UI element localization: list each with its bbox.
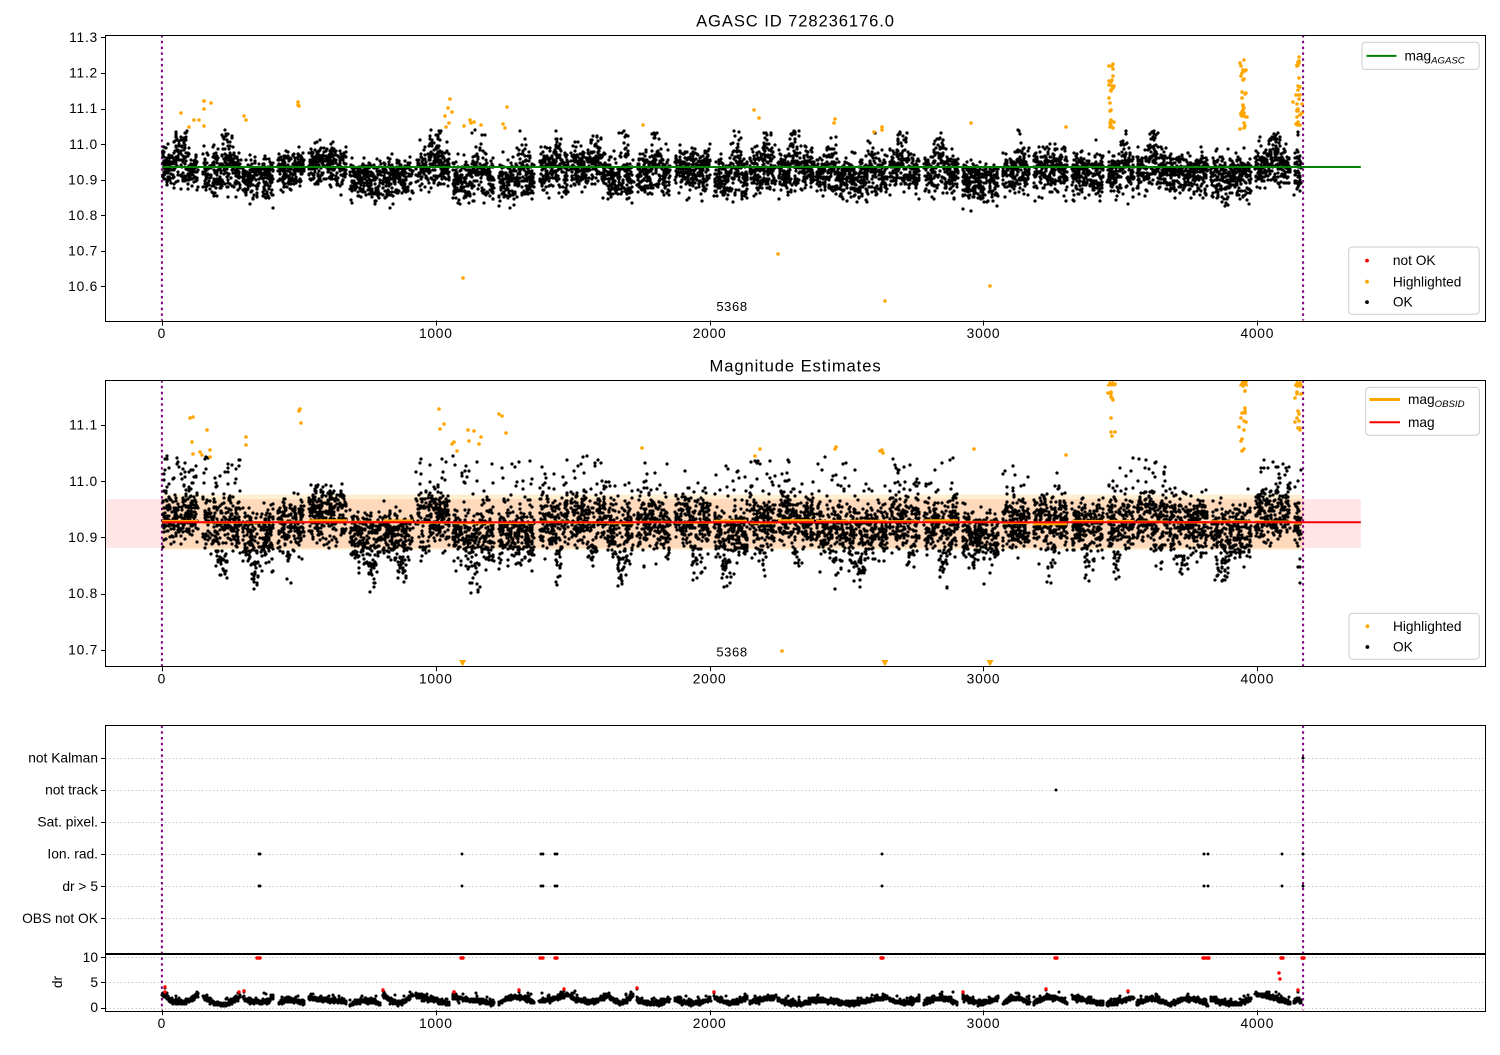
svg-text:11.2: 11.2 — [69, 66, 98, 81]
svg-text:Highlighted: Highlighted — [1393, 619, 1461, 634]
svg-text:10.9: 10.9 — [68, 530, 98, 545]
svg-text:0: 0 — [158, 672, 166, 687]
svg-text:mag: mag — [1408, 415, 1435, 430]
svg-text:Magnitude Estimates: Magnitude Estimates — [709, 357, 881, 376]
svg-text:1000: 1000 — [419, 326, 453, 341]
svg-text:10.8: 10.8 — [68, 586, 98, 601]
svg-text:4000: 4000 — [1240, 1016, 1274, 1031]
svg-text:3000: 3000 — [967, 326, 1001, 341]
svg-text:5368: 5368 — [716, 645, 747, 660]
svg-text:not OK: not OK — [1393, 253, 1436, 268]
svg-text:0: 0 — [158, 1016, 166, 1031]
svg-text:0: 0 — [90, 1000, 98, 1015]
svg-text:3000: 3000 — [967, 672, 1001, 687]
svg-text:11.1: 11.1 — [69, 418, 98, 433]
svg-text:not Kalman: not Kalman — [28, 751, 98, 766]
svg-text:2000: 2000 — [693, 672, 727, 687]
svg-text:1000: 1000 — [419, 672, 453, 687]
svg-text:4000: 4000 — [1240, 326, 1274, 341]
svg-text:dr: dr — [50, 975, 65, 988]
svg-text:AGASC ID 728236176.0: AGASC ID 728236176.0 — [696, 12, 895, 31]
svg-text:10.7: 10.7 — [68, 243, 98, 258]
svg-text:dr > 5: dr > 5 — [62, 879, 98, 894]
svg-text:not track: not track — [45, 783, 98, 798]
svg-text:2000: 2000 — [693, 1016, 727, 1031]
svg-text:OBS not OK: OBS not OK — [22, 911, 99, 926]
svg-text:OK: OK — [1393, 640, 1413, 655]
svg-text:10.6: 10.6 — [68, 279, 98, 294]
svg-text:Highlighted: Highlighted — [1393, 274, 1461, 289]
svg-text:5368: 5368 — [716, 299, 747, 314]
svg-text:10.8: 10.8 — [68, 208, 98, 223]
svg-text:10: 10 — [83, 950, 99, 965]
svg-text:Sat. pixel.: Sat. pixel. — [37, 815, 98, 830]
svg-text:11.0: 11.0 — [69, 474, 98, 489]
svg-text:2000: 2000 — [693, 326, 727, 341]
svg-text:0: 0 — [158, 326, 166, 341]
svg-text:11.0: 11.0 — [69, 137, 98, 152]
svg-text:4000: 4000 — [1240, 672, 1274, 687]
svg-text:10.7: 10.7 — [68, 642, 98, 657]
svg-text:11.3: 11.3 — [69, 30, 98, 45]
svg-text:10.9: 10.9 — [68, 172, 98, 187]
svg-text:5: 5 — [90, 975, 98, 990]
svg-text:OK: OK — [1393, 295, 1413, 310]
svg-text:3000: 3000 — [967, 1016, 1001, 1031]
svg-text:Ion. rad.: Ion. rad. — [47, 847, 98, 862]
svg-text:1000: 1000 — [419, 1016, 453, 1031]
svg-text:11.1: 11.1 — [69, 101, 98, 116]
